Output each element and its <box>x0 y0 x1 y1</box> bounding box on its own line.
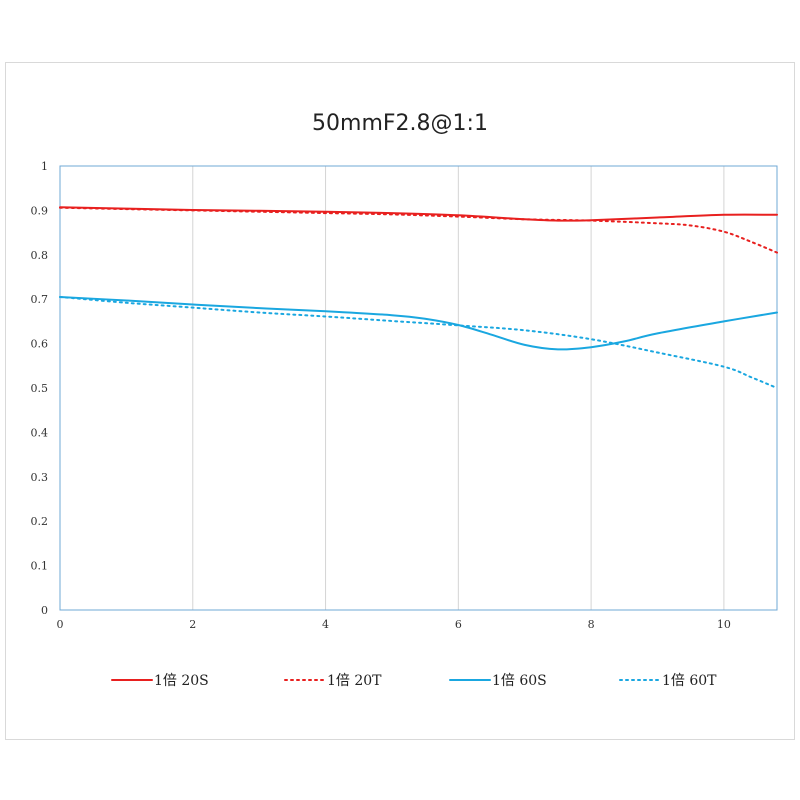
y-tick-label: 0.1 <box>31 560 49 573</box>
legend-label-4: 1倍 60T <box>662 673 717 689</box>
y-tick-label: 0.9 <box>31 204 49 217</box>
x-tick-label: 8 <box>588 618 595 631</box>
series-line-4 <box>59 296 778 389</box>
legend-label-2: 1倍 20T <box>327 673 382 689</box>
x-tick-label: 4 <box>322 618 329 631</box>
series-lines <box>59 206 778 389</box>
y-tick-label: 0.5 <box>31 382 49 395</box>
grid <box>192 166 725 610</box>
x-tick-label: 6 <box>455 618 462 631</box>
y-tick-label: 0.6 <box>31 338 49 351</box>
x-tick-label: 2 <box>189 618 196 631</box>
series-line-2 <box>59 206 778 254</box>
y-tick-label: 1 <box>41 160 48 173</box>
y-tick-label: 0.4 <box>31 426 49 439</box>
y-tick-label: 0.3 <box>31 471 49 484</box>
y-tick-label: 0.2 <box>31 515 49 528</box>
series-line-3 <box>59 296 778 351</box>
legend: 1倍 20S 1倍 20T 1倍 60S 1倍 60T <box>111 673 717 689</box>
chart-title: 50mmF2.8@1:1 <box>312 111 488 136</box>
legend-label-1: 1倍 20S <box>154 673 209 689</box>
x-tick-label: 10 <box>717 618 731 631</box>
plot-area-border <box>59 165 778 611</box>
y-tick-label: 0.7 <box>31 293 49 306</box>
x-tick-label: 0 <box>57 618 64 631</box>
x-axis: 0 2 4 6 8 10 <box>57 618 731 631</box>
y-axis: 0 0.1 0.2 0.3 0.4 0.5 0.6 0.7 0.8 0.9 1 <box>31 160 49 617</box>
y-tick-label: 0 <box>41 604 48 617</box>
y-tick-label: 0.8 <box>31 249 49 262</box>
chart-frame <box>5 62 795 740</box>
legend-label-3: 1倍 60S <box>492 673 547 689</box>
